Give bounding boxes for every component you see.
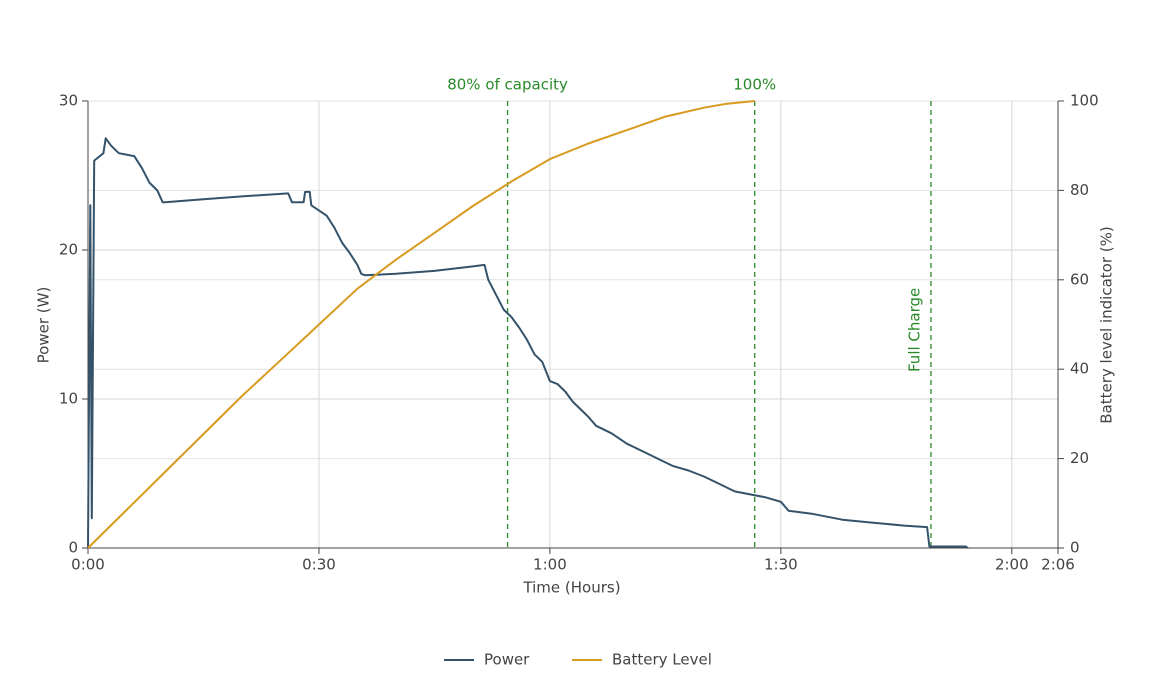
x-tick-label: 1:30 (764, 556, 798, 574)
annotation-label: Full Charge (905, 288, 923, 372)
y-tick-label: 10 (59, 390, 78, 408)
y2-tick-label: 20 (1070, 449, 1089, 467)
legend-label: Battery Level (612, 651, 712, 669)
y2-tick-label: 80 (1070, 181, 1089, 199)
y2-tick-label: 100 (1070, 92, 1099, 110)
legend-label: Power (484, 651, 530, 669)
x-tick-label: 2:06 (1041, 556, 1075, 574)
y2-axis-title: Battery level indicator (%) (1098, 226, 1116, 423)
y2-tick-label: 40 (1070, 360, 1089, 378)
y-axis-title: Power (W) (35, 287, 53, 364)
y-tick-label: 30 (59, 92, 78, 110)
series-line (87, 137, 969, 549)
x-tick-label: 0:00 (71, 556, 105, 574)
y2-tick-label: 0 (1070, 539, 1080, 557)
x-tick-label: 1:00 (533, 556, 567, 574)
x-axis-title: Time (Hours) (522, 579, 620, 597)
x-tick-label: 0:30 (302, 556, 336, 574)
y2-tick-label: 60 (1070, 270, 1089, 288)
annotation-label: 80% of capacity (447, 76, 568, 94)
y-tick-label: 20 (59, 241, 78, 259)
annotation-label: 100% (733, 76, 776, 94)
series-line (87, 100, 755, 549)
x-tick-label: 2:00 (995, 556, 1029, 574)
y-tick-label: 0 (68, 539, 78, 557)
